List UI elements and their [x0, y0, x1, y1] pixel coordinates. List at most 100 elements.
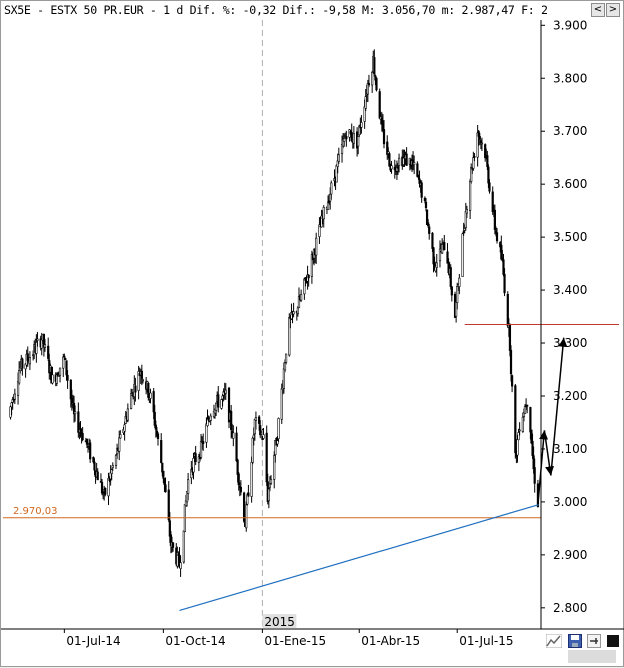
- candle-body: [247, 492, 250, 497]
- candle-body: [79, 429, 82, 432]
- candle-body: [449, 267, 452, 287]
- candle-body: [423, 197, 427, 201]
- candle-body: [259, 425, 262, 436]
- save-icon[interactable]: [568, 633, 582, 648]
- year-label-bg: [262, 614, 297, 628]
- candle-body: [343, 138, 346, 142]
- x-tick-label: 01-Abr-15: [361, 634, 420, 648]
- candle-body: [282, 368, 286, 389]
- candle-body: [160, 440, 163, 463]
- candle-body: [438, 248, 442, 262]
- candle-body: [435, 262, 438, 268]
- candle-body: [258, 416, 261, 424]
- support-label: 2.970,03: [13, 506, 58, 517]
- stop-icon[interactable]: [606, 633, 620, 647]
- next-button[interactable]: >: [606, 3, 620, 17]
- chart-settings-icon[interactable]: [545, 633, 563, 649]
- candle-body: [473, 156, 476, 158]
- candle-body: [531, 440, 534, 456]
- candle-body: [58, 367, 62, 376]
- candle-body: [92, 456, 95, 463]
- candle-body: [154, 424, 157, 430]
- candle-body: [521, 416, 524, 432]
- candle-body: [21, 358, 24, 369]
- candle-body: [501, 257, 504, 260]
- candle-body: [74, 411, 77, 415]
- candle-body: [305, 281, 308, 284]
- candle-body: [152, 391, 155, 413]
- candle-body: [149, 392, 152, 399]
- y-tick-label: 3.500: [553, 230, 587, 244]
- candle-body: [462, 231, 465, 234]
- candle-body: [518, 429, 521, 432]
- candle-body: [230, 411, 233, 431]
- candle-body: [110, 469, 113, 474]
- projection-arrow: [550, 337, 568, 476]
- candle-body: [495, 232, 499, 242]
- candle-body: [532, 455, 535, 470]
- candle-body: [232, 432, 235, 439]
- candle-body: [43, 344, 47, 348]
- candle-body: [64, 358, 67, 360]
- y-axis: 2.800 2.900 3.000 3.100 3.200 3.300 3.400 3.500…: [540, 18, 587, 629]
- candle-body: [167, 489, 170, 521]
- candle-body: [292, 311, 295, 315]
- candle-body: [432, 247, 435, 265]
- candle-body: [182, 530, 185, 563]
- candle-body: [304, 277, 307, 281]
- candle-body: [217, 394, 220, 408]
- candle-body: [396, 167, 400, 169]
- candle-body: [163, 478, 166, 485]
- prev-button[interactable]: <: [591, 3, 605, 17]
- candle-body: [36, 338, 39, 341]
- year-label: 2015: [264, 615, 295, 629]
- candle-body: [488, 182, 491, 192]
- candle-body: [464, 210, 467, 229]
- candle-body: [205, 423, 208, 443]
- scroll-strip[interactable]: [568, 650, 616, 663]
- y-tick-label: 3.900: [553, 18, 587, 32]
- candle-body: [456, 286, 459, 304]
- candle-body: [202, 440, 205, 445]
- candle-body: [478, 136, 481, 140]
- candle-body: [107, 478, 110, 497]
- candle-body: [35, 342, 38, 354]
- candle-body: [280, 388, 283, 420]
- candle-body: [381, 123, 385, 131]
- candle-body: [402, 157, 405, 165]
- candle-body: [417, 175, 420, 178]
- y-tick-label: 3.400: [553, 283, 587, 297]
- candle-body: [364, 96, 367, 109]
- candle-body: [18, 370, 21, 384]
- x-tick-label: 01-Jul-14: [66, 634, 120, 648]
- candle-body: [268, 483, 272, 488]
- candle-body: [373, 57, 376, 75]
- candle-body: [114, 454, 118, 466]
- candle-body: [192, 458, 195, 473]
- candle-body: [352, 133, 355, 144]
- annotations: 2015 2.970,03: [3, 20, 619, 629]
- candle-body: [276, 440, 279, 445]
- candle-body: [251, 437, 254, 463]
- candle-body: [141, 379, 145, 382]
- candle-body: [337, 154, 340, 162]
- pin-icon[interactable]: [587, 633, 601, 648]
- y-tick-label: 3.100: [553, 442, 587, 456]
- candle-body: [360, 122, 363, 128]
- candle-body: [63, 355, 66, 358]
- candle-body: [227, 387, 231, 423]
- y-tick-label: 3.000: [553, 495, 587, 509]
- candle-body: [329, 193, 332, 202]
- candle-body: [509, 349, 513, 375]
- candle-body: [416, 163, 419, 177]
- candle-body: [428, 226, 431, 234]
- candle-body: [455, 301, 458, 317]
- candle-body: [443, 242, 446, 251]
- candle-body: [89, 442, 92, 460]
- y-tick-label: 3.800: [553, 71, 587, 85]
- candle-body: [418, 178, 421, 184]
- candle-body: [529, 406, 532, 433]
- candle-body: [93, 461, 96, 471]
- candle-body: [296, 307, 300, 314]
- candle-body: [111, 465, 114, 468]
